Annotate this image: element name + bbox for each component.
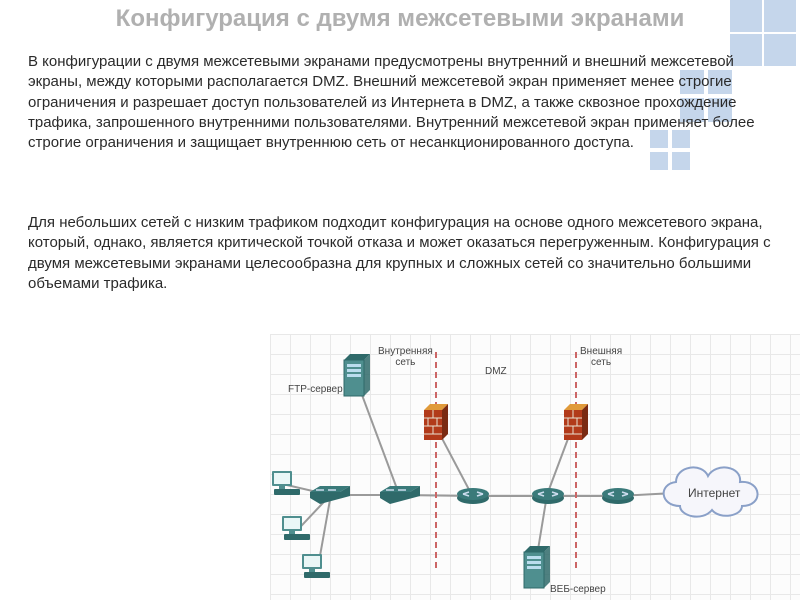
node-pc3 — [300, 552, 334, 582]
network-diagram: FTP-сервер Внутренняя сеть DMZ Внешняя сеть… — [270, 334, 800, 600]
node-router2 — [530, 484, 566, 506]
node-pc2 — [280, 514, 314, 544]
node-ftp_server — [340, 354, 372, 398]
zone-divider — [575, 352, 577, 568]
node-fw1 — [422, 404, 448, 442]
paragraph-2: Для небольших сетей с низким трафиком по… — [0, 213, 800, 294]
label-ftp: FTP-сервер — [288, 384, 343, 395]
label-dmz: DMZ — [485, 366, 507, 377]
label-outerNet: Внешняя сеть — [580, 346, 622, 368]
node-pc1 — [270, 469, 304, 499]
node-switch1 — [310, 484, 350, 504]
paragraph-1: В конфигурации с двумя межсетевыми экран… — [0, 52, 800, 153]
label-innerNet: Внутренняя сеть — [378, 346, 433, 368]
node-web_server — [520, 546, 552, 590]
zone-divider — [435, 352, 437, 568]
node-router3 — [600, 484, 636, 506]
label-web: ВЕБ-сервер — [550, 584, 606, 595]
node-switch2 — [380, 484, 420, 504]
slide-title: Конфигурация с двумя межсетевыми экранам… — [0, 6, 800, 32]
node-router1 — [455, 484, 491, 506]
label-internet: Интернет — [688, 486, 740, 500]
node-fw2 — [562, 404, 588, 442]
